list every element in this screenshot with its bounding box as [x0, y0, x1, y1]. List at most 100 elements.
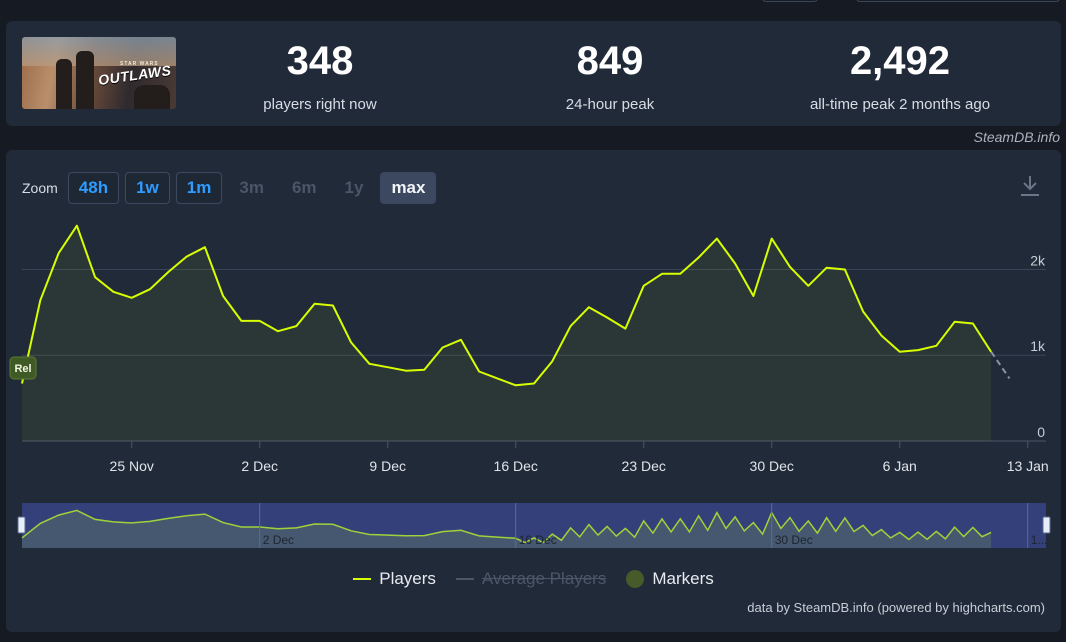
players-data-point[interactable] [404, 368, 409, 373]
y-tick-label: 2k [1030, 252, 1046, 268]
legend-players[interactable]: Players [353, 569, 436, 589]
players-data-point[interactable] [769, 236, 774, 241]
players-data-point[interactable] [532, 381, 537, 386]
players-data-point[interactable] [129, 295, 134, 300]
x-tick-label: 30 Dec [750, 458, 794, 474]
x-tick-label: 13 Jan [1007, 458, 1049, 474]
players-data-point[interactable] [257, 318, 262, 323]
navigator-area [22, 510, 992, 548]
players-data-point[interactable] [586, 305, 591, 310]
legend-markers[interactable]: Markers [626, 569, 714, 589]
x-tick-label: 16 Dec [494, 458, 538, 474]
stat-current-players: 348 players right now [220, 41, 420, 113]
players-data-point[interactable] [623, 326, 628, 331]
capsule-logo-small: STAR WARS [120, 61, 159, 67]
players-data-point[interactable] [897, 349, 902, 354]
stat-value: 849 [576, 39, 644, 83]
y-tick-label: 0 [1037, 424, 1045, 440]
stat-all-time-peak: 2,492 all-time peak 2 months ago [770, 41, 1030, 113]
players-data-point[interactable] [276, 329, 281, 334]
players-data-point[interactable] [38, 298, 43, 303]
players-data-point[interactable] [660, 271, 665, 276]
players-data-point[interactable] [842, 267, 847, 272]
zoom-1m-button[interactable]: 1m [175, 172, 223, 204]
players-data-point[interactable] [440, 345, 445, 350]
top-bar-fragment-right [856, 0, 1060, 2]
players-data-point[interactable] [751, 294, 756, 299]
players-data-point[interactable] [294, 324, 299, 329]
y-tick-label: 1k [1030, 338, 1046, 354]
players-data-point[interactable] [367, 361, 372, 366]
navigator-left-handle[interactable] [17, 516, 26, 534]
stat-label: players right now [263, 96, 377, 113]
chart-legend: Players Average Players Markers [6, 569, 1061, 589]
navigator-tick-label: 2 Dec [263, 533, 294, 547]
players-data-point[interactable] [93, 275, 98, 280]
players-data-point[interactable] [458, 337, 463, 342]
zoom-1w-button[interactable]: 1w [125, 172, 170, 204]
players-data-point[interactable] [239, 318, 244, 323]
players-data-point[interactable] [916, 348, 921, 353]
incomplete-series-line [990, 351, 1011, 379]
legend-line-swatch [455, 578, 474, 580]
players-data-point[interactable] [861, 309, 866, 314]
players-data-point[interactable] [879, 333, 884, 338]
navigator-selection[interactable] [22, 503, 1046, 548]
players-data-point[interactable] [477, 369, 482, 374]
players-data-point[interactable] [20, 381, 25, 386]
players-data-point[interactable] [513, 383, 518, 388]
players-area-fill [22, 225, 992, 441]
legend-players-label: Players [379, 569, 436, 588]
players-data-point[interactable] [605, 315, 610, 320]
capsule-figure [76, 51, 94, 109]
players-data-point[interactable] [970, 321, 975, 326]
capsule-figure [56, 59, 72, 109]
navigator-tick-label: 16 Dec [519, 533, 557, 547]
players-data-point[interactable] [385, 365, 390, 370]
highcharts-credit[interactable]: data by SteamDB.info (powered by highcha… [747, 600, 1045, 615]
players-data-point[interactable] [934, 343, 939, 348]
legend-line-swatch [353, 578, 372, 580]
players-data-point[interactable] [550, 359, 555, 364]
player-count-chart[interactable]: 0 1k 2k 25 Nov 2 Dec 9 Dec 16 Dec 23 Dec 30 Dec 6… [6, 150, 1061, 560]
players-data-point[interactable] [568, 324, 573, 329]
game-capsule-image[interactable]: STAR WARS OUTLAWS [22, 37, 176, 109]
players-series-line[interactable] [21, 224, 992, 387]
players-data-point[interactable] [349, 340, 354, 345]
players-data-point[interactable] [641, 283, 646, 288]
legend-average-players[interactable]: Average Players [455, 569, 606, 589]
players-data-point[interactable] [696, 255, 701, 260]
players-data-point[interactable] [806, 283, 811, 288]
zoom-1y-button: 1y [334, 172, 375, 204]
players-data-point[interactable] [788, 264, 793, 269]
players-data-point[interactable] [824, 265, 829, 270]
players-data-point[interactable] [330, 303, 335, 308]
release-marker[interactable] [9, 356, 37, 380]
players-data-point[interactable] [202, 245, 207, 250]
players-data-point[interactable] [56, 251, 61, 256]
stat-label: all-time peak 2 months ago [809, 96, 991, 113]
players-data-point[interactable] [733, 261, 738, 266]
x-tick-label: 25 Nov [110, 458, 154, 474]
x-tick-label: 9 Dec [369, 458, 406, 474]
players-data-point[interactable] [148, 287, 153, 292]
download-icon[interactable] [1019, 174, 1041, 198]
steamdb-credit[interactable]: SteamDB.info [973, 129, 1060, 145]
navigator-right-handle[interactable] [1042, 516, 1051, 534]
players-data-point[interactable] [495, 376, 500, 381]
players-data-point[interactable] [422, 367, 427, 372]
legend-marker-dot [626, 570, 645, 588]
top-bar-fragment-left [762, 0, 818, 2]
zoom-max-button[interactable]: max [380, 172, 437, 204]
players-data-point[interactable] [111, 289, 116, 294]
players-data-point[interactable] [714, 236, 719, 241]
release-marker-label: Rel [14, 363, 31, 375]
players-data-point[interactable] [74, 223, 79, 228]
zoom-48h-button[interactable]: 48h [67, 172, 120, 204]
players-data-point[interactable] [678, 271, 683, 276]
players-data-point[interactable] [184, 254, 189, 259]
players-data-point[interactable] [221, 294, 226, 299]
players-data-point[interactable] [312, 301, 317, 306]
players-data-point[interactable] [166, 270, 171, 275]
players-data-point[interactable] [952, 319, 957, 324]
